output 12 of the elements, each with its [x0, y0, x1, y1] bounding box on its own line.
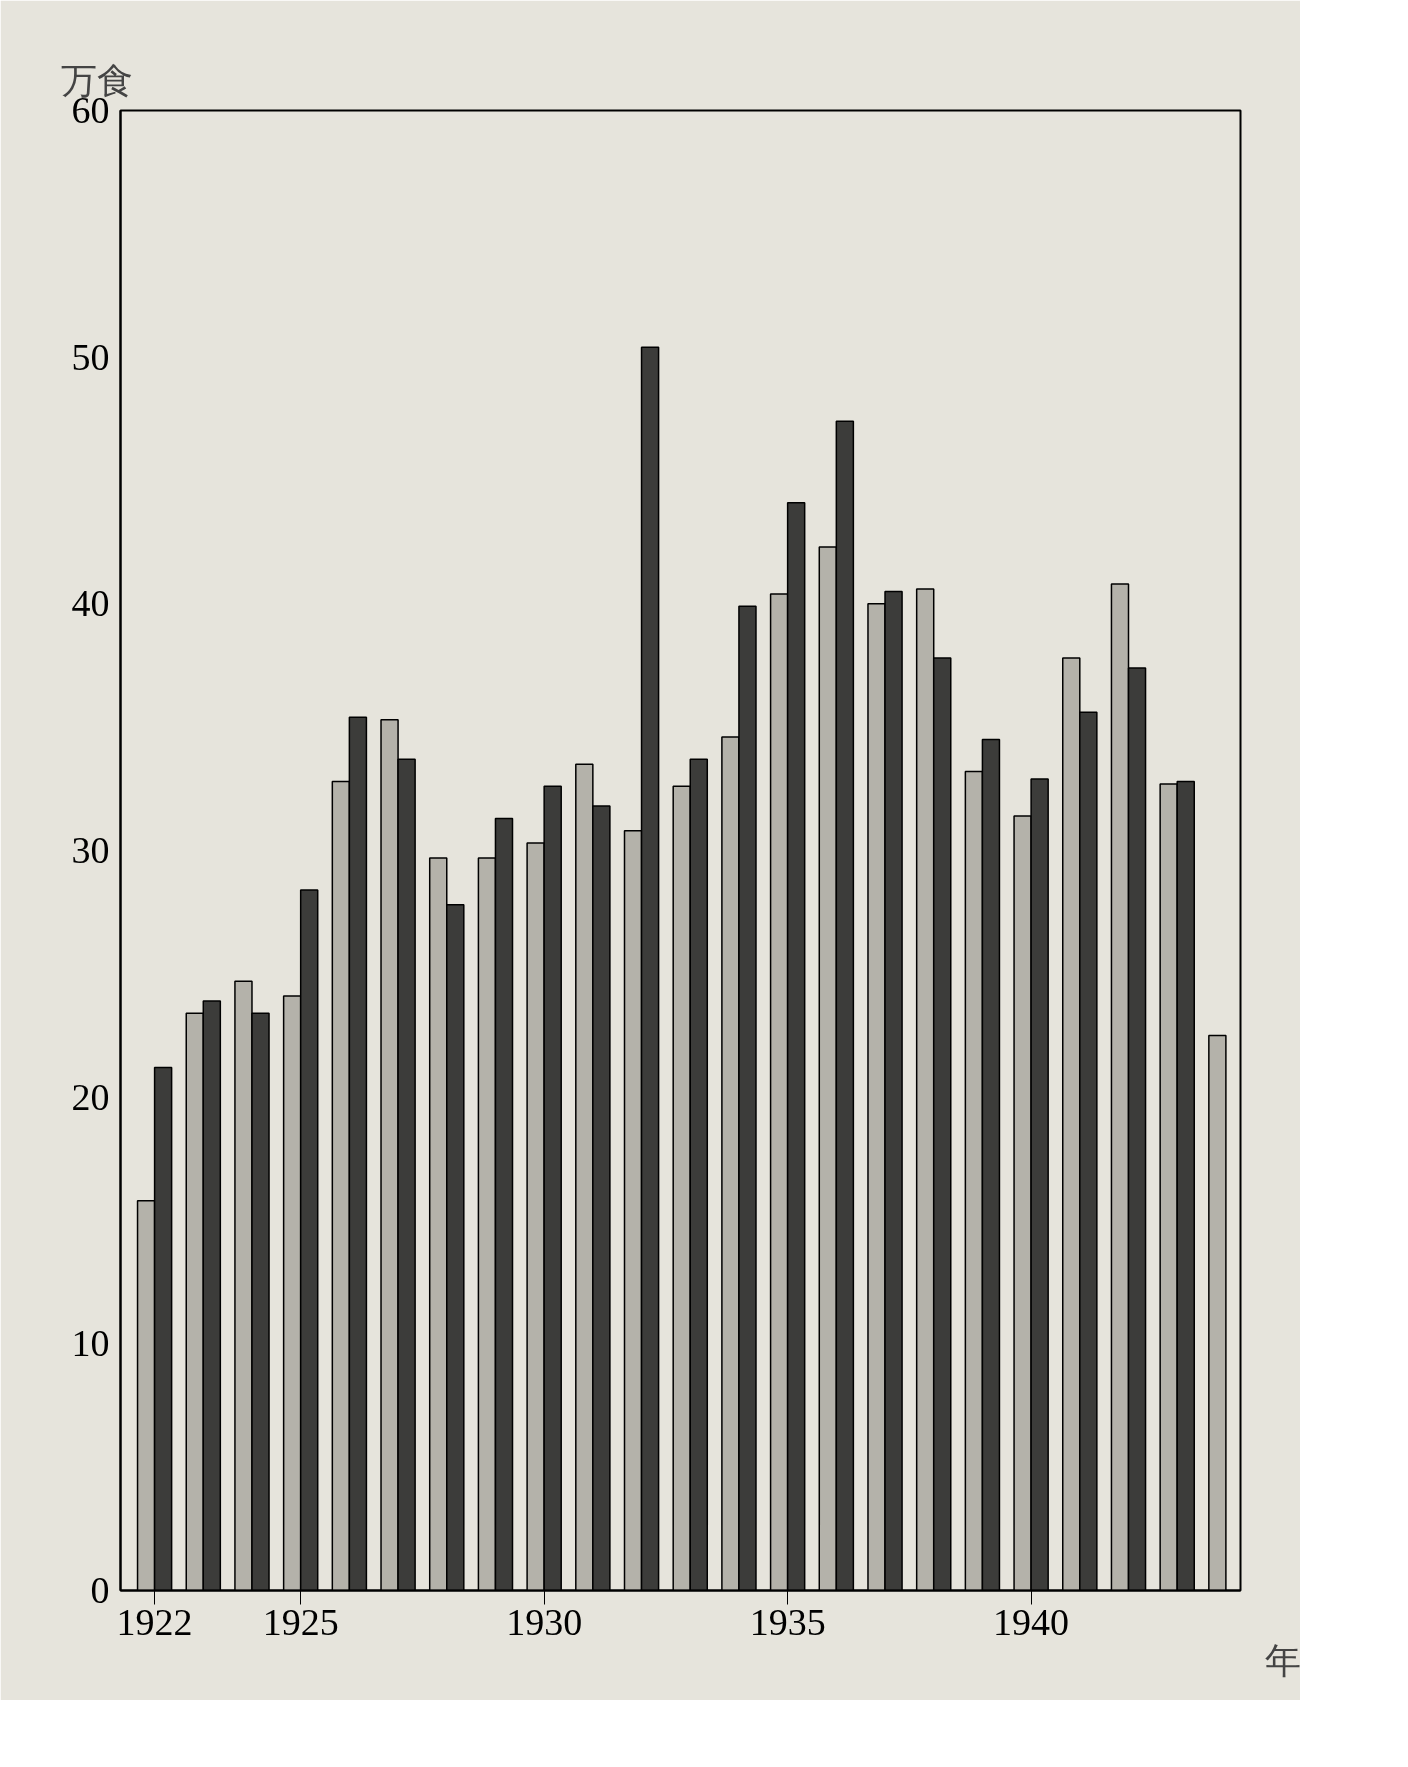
- x-axis-title: 年: [1264, 1639, 1301, 1681]
- y-tick-label: 30: [71, 829, 110, 871]
- y-tick-label: 10: [71, 1322, 110, 1365]
- y-tick-label: 50: [71, 335, 110, 378]
- y-tick-label: 20: [71, 1075, 110, 1118]
- x-tick-label: 1930: [506, 1600, 583, 1643]
- y-tick-label: 0: [90, 1569, 110, 1611]
- x-tick-label: 1935: [749, 1600, 826, 1643]
- y-tick-label: 40: [71, 582, 110, 625]
- x-tick-label: 1925: [262, 1600, 339, 1643]
- x-tick-label: 1940: [993, 1600, 1070, 1643]
- x-tick-label: 1922: [116, 1600, 193, 1643]
